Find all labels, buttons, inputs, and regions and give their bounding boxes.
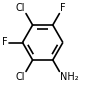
Text: F: F <box>60 3 66 13</box>
Text: Cl: Cl <box>16 72 25 82</box>
Text: NH₂: NH₂ <box>60 72 79 82</box>
Text: Cl: Cl <box>16 3 25 13</box>
Text: F: F <box>2 37 8 48</box>
